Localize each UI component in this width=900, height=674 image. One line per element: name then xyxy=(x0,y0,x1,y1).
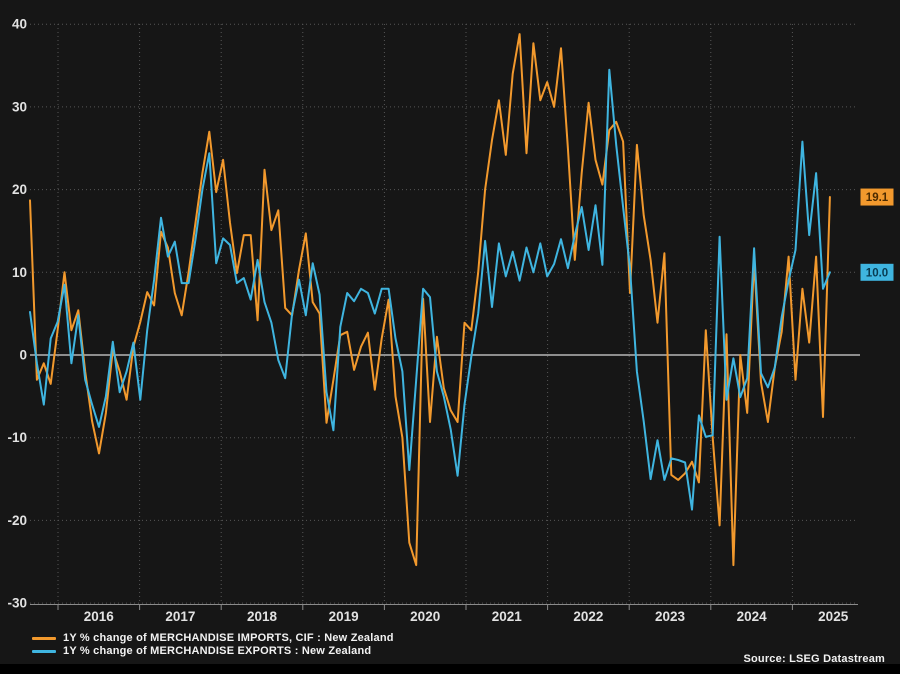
exports-line-swatch xyxy=(32,649,56,653)
chart-area: 2016 2017 2018 2019 2020 2021 2022 2023 2024 2025… xyxy=(7,17,894,624)
imports-value-badge xyxy=(860,188,894,206)
source-attribution: Source: LSEG Datastream xyxy=(743,653,885,665)
x-axis-label: 2019 xyxy=(329,609,359,624)
legend-item-exports: 1Y % change of MERCHANDISE EXPORTS : New… xyxy=(32,645,394,657)
exports-legend-label: 1Y % change of MERCHANDISE EXPORTS : New… xyxy=(63,645,372,657)
x-axis-label: 2025 xyxy=(818,609,849,624)
exports-value-badge xyxy=(860,263,894,281)
imports-value-badge-label: 19.1 xyxy=(866,192,889,204)
x-axis-label: 2018 xyxy=(247,609,278,624)
exports-line xyxy=(29,68,831,511)
x-axis-label: 2017 xyxy=(165,609,195,624)
x-axis-label: 2016 xyxy=(84,609,115,624)
y-axis-label: -10 xyxy=(7,430,27,445)
bottom-bar xyxy=(0,664,900,674)
x-axis-label: 2020 xyxy=(410,609,440,624)
exports-value-badge-label: 10.0 xyxy=(866,267,888,279)
imports-legend-label: 1Y % change of MERCHANDISE IMPORTS, CIF … xyxy=(63,632,394,644)
y-axis-label: 10 xyxy=(12,265,27,280)
x-axis-label: 2022 xyxy=(573,609,603,624)
imports-line xyxy=(29,33,831,567)
y-axis-label: -20 xyxy=(7,513,27,528)
imports-line-swatch xyxy=(32,636,56,640)
y-axis-label: 40 xyxy=(12,17,27,32)
y-axis-label: 30 xyxy=(12,99,27,114)
y-axis-label: 20 xyxy=(12,182,27,197)
x-axis-label: 2024 xyxy=(737,609,768,624)
x-axis-label: 2023 xyxy=(655,609,686,624)
y-axis-label: -30 xyxy=(7,596,27,611)
chart-canvas: 2016 2017 2018 2019 2020 2021 2022 2023 2024 2025… xyxy=(7,17,894,624)
legend-item-imports: 1Y % change of MERCHANDISE IMPORTS, CIF … xyxy=(32,632,394,644)
y-axis-label: 0 xyxy=(19,348,27,363)
legend: 1Y % change of MERCHANDISE IMPORTS, CIF … xyxy=(32,632,394,657)
x-axis-label: 2021 xyxy=(492,609,523,624)
